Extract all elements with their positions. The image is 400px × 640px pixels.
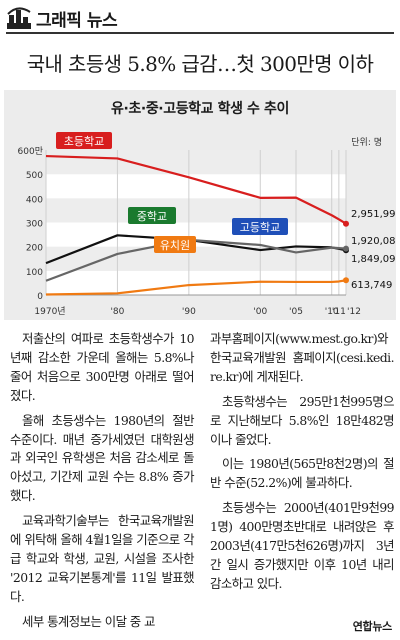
- article-paragraph: 이는 1980년(565만8천2명)의 절반 수준(52.2%)에 불과하다.: [210, 456, 395, 491]
- header: 그래픽 뉴스: [0, 0, 400, 34]
- y-tick-label: 200: [26, 244, 43, 254]
- y-tick-label: 100: [26, 268, 43, 278]
- y-tick-label: 500: [26, 171, 43, 181]
- series-end-point: [343, 277, 349, 284]
- chart-svg: 0 100 200 300 400 500 600만 단위: 명 1970년 '80 '90 '00 '…: [18, 132, 396, 317]
- y-tick-label: 0: [37, 292, 43, 302]
- headline: 국내 초등생 5.8% 급감…첫 300만명 이하: [26, 52, 374, 76]
- x-tick-label: '05: [289, 307, 303, 317]
- unit-label: 단위: 명: [351, 137, 382, 148]
- y-tick-label: 300: [26, 220, 43, 230]
- chart-band: [46, 198, 346, 223]
- article-left-column: 저출산의 여파로 초등학생수가 10년째 감소한 가운데 올해는 5.8%나 줄…: [10, 330, 195, 638]
- end-value-label: 2,951,995: [351, 209, 396, 220]
- chart: 유·초·중·고등학교 학생 수 추이 0 100 200 300 400 500 600만 단…: [4, 90, 396, 320]
- y-tick-label: 400: [26, 195, 43, 205]
- end-value-label: 1,920,087: [351, 236, 396, 247]
- y-tick-label: 600만: [18, 146, 43, 157]
- chart-band: [46, 174, 346, 199]
- series-line-0: [45, 154, 347, 225]
- x-tick-label: '11: [332, 307, 346, 317]
- article-paragraph: 초등생수는 2000년(401만9천991명) 400만명초반대로 내려앉은 후…: [210, 500, 395, 591]
- chart-band: [46, 150, 346, 175]
- end-value-label: 613,749: [351, 280, 392, 291]
- series-end-point: [343, 220, 349, 227]
- article-right-column: 과부홈페이지(www.mest.go.kr)와 한국교육개발원 홈페이지(ces…: [210, 330, 395, 600]
- section-label: 그래픽 뉴스: [36, 11, 118, 31]
- series-end-point: [343, 245, 349, 252]
- series-tag-label: 중학교: [137, 210, 167, 223]
- article-paragraph: 과부홈페이지(www.mest.go.kr)와 한국교육개발원 홈페이지(ces…: [210, 331, 395, 384]
- x-tick-label: 1970년: [34, 306, 65, 317]
- source-credit: 연합뉴스: [352, 620, 393, 633]
- x-tick-label: '12: [347, 307, 361, 317]
- article-paragraph: 올해 초등생수는 1980년의 절반 수준이다. 매년 증가세였던 대학원생과 …: [10, 412, 195, 504]
- x-tick-label: '80: [110, 307, 124, 317]
- article-paragraph: 교육과학기술부는 한국교육개발원에 위탁해 올해 4월1일을 기준으로 각급 학…: [10, 513, 195, 604]
- series-tag-bg: [154, 236, 196, 253]
- series-tag-bg: [232, 218, 288, 235]
- x-tick-label: '90: [182, 307, 196, 317]
- series-tag-bg: [56, 132, 112, 149]
- x-tick-label: '00: [253, 307, 267, 317]
- chart-title: 유·초·중·고등학교 학생 수 추이: [111, 101, 289, 117]
- series-tag-label: 초등학교: [64, 135, 104, 148]
- article-paragraph: 저출산의 여파로 초등학생수가 10년째 감소한 가운데 올해는 5.8%나 줄…: [10, 331, 195, 403]
- series-tag-bg: [128, 207, 176, 224]
- header-divider: [6, 32, 394, 34]
- article-paragraph: 초등학생수는 295만1천995명으로 지난해보다 5.8%인 18만482명이…: [210, 393, 395, 447]
- series-tag-label: 유치원: [160, 239, 190, 252]
- end-value-label: 1,849,094: [351, 254, 396, 265]
- graphic-news-logo-icon: [7, 7, 31, 29]
- x-tick-label: '10: [325, 307, 339, 317]
- series-tag-label: 고등학교: [240, 221, 280, 234]
- series-line-3: [45, 279, 347, 296]
- article-paragraph: 세부 통계정보는 이달 중 교: [22, 613, 155, 629]
- series-line-2: [45, 238, 347, 282]
